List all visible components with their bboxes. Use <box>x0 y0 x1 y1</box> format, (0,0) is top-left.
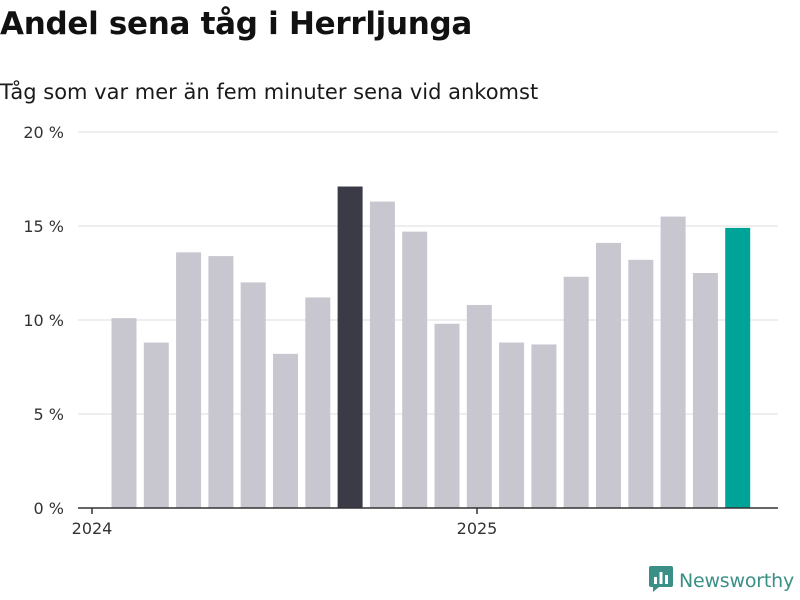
bar <box>499 342 525 508</box>
newsworthy-logo-icon <box>648 566 673 596</box>
x-tick-label: 2024 <box>72 519 113 538</box>
bar <box>434 323 460 508</box>
bar <box>305 297 331 508</box>
bar <box>402 231 428 508</box>
bar <box>531 344 557 508</box>
bar <box>208 256 234 508</box>
bar <box>337 186 363 508</box>
bar <box>240 282 266 508</box>
bar <box>596 242 621 509</box>
y-tick-label: 15 % <box>23 217 64 236</box>
bar <box>628 259 654 508</box>
bar <box>273 353 298 508</box>
bar <box>563 276 589 508</box>
brand-name: Newsworthy <box>678 570 794 592</box>
bar <box>660 216 686 508</box>
bar <box>143 342 169 508</box>
y-tick-label: 20 % <box>23 123 64 142</box>
y-tick-label: 5 % <box>34 405 64 424</box>
y-tick-label: 0 % <box>34 499 64 518</box>
bar <box>466 304 492 508</box>
chart-subtitle: Tåg som var mer än fem minuter sena vid … <box>0 80 539 104</box>
bar <box>111 318 137 508</box>
chart-title: Andel sena tåg i Herrljunga <box>0 6 473 42</box>
bar <box>692 273 718 508</box>
bar <box>725 227 751 508</box>
bar-chart: 0 % 5 % 10 % 15 % 20 % 2024 2025 <box>23 123 778 538</box>
bar <box>176 252 202 508</box>
y-tick-label: 10 % <box>23 311 64 330</box>
x-tick-label: 2025 <box>457 519 498 538</box>
bar <box>369 201 395 508</box>
brand-logo: Newsworthy <box>648 566 794 596</box>
